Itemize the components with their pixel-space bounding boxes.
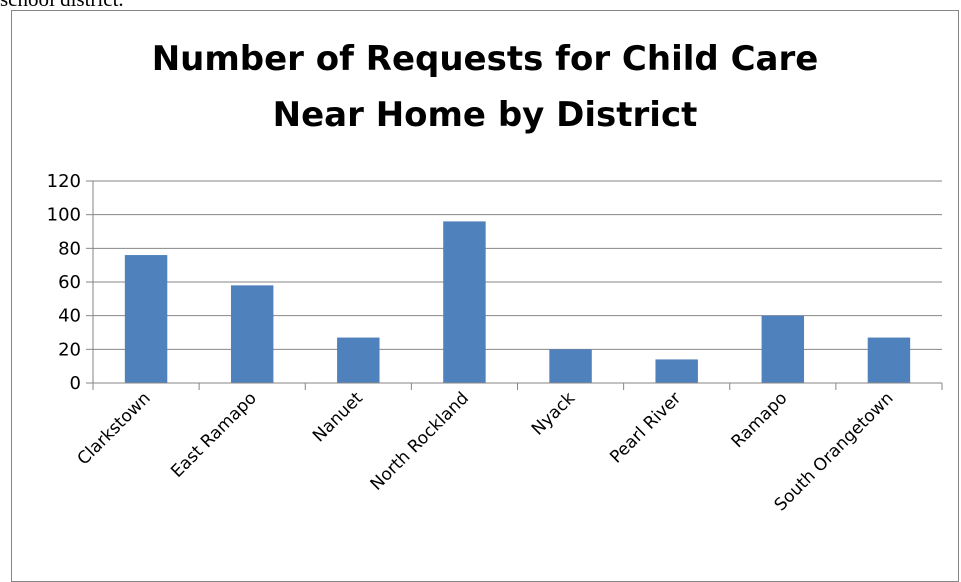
x-tick-label: North Rockland bbox=[367, 388, 473, 494]
x-tick-label: Nyack bbox=[528, 388, 579, 439]
y-tick-labels: 0 20 40 60 80 100 120 bbox=[47, 171, 81, 394]
bars bbox=[124, 221, 911, 383]
bar bbox=[337, 337, 380, 383]
bar bbox=[655, 359, 698, 383]
y-tick-label: 0 bbox=[70, 373, 81, 394]
y-tick-label: 100 bbox=[47, 205, 81, 226]
bar bbox=[549, 349, 592, 383]
bar bbox=[230, 285, 274, 383]
x-tick-label: Ramapo bbox=[728, 388, 792, 452]
x-tick-labels: Clarkstown East Ramapo Nanuet North Rocklan… bbox=[74, 388, 898, 515]
bar bbox=[124, 255, 168, 383]
chart-title: Number of Requests for Child Care Near H… bbox=[12, 31, 958, 143]
y-tick-label: 120 bbox=[47, 171, 81, 192]
y-tick-label: 20 bbox=[58, 339, 81, 360]
y-tick-label: 40 bbox=[58, 306, 81, 327]
x-tick-label: East Ramapo bbox=[167, 388, 260, 481]
x-tick-label: Clarkstown bbox=[74, 388, 155, 469]
x-tick-label: South Orangetown bbox=[771, 388, 898, 515]
bar bbox=[761, 315, 805, 383]
bar bbox=[443, 221, 486, 383]
y-tick-label: 80 bbox=[58, 238, 81, 259]
gridlines bbox=[86, 180, 943, 390]
chart-title-line-1: Number of Requests for Child Care bbox=[151, 39, 819, 79]
bar bbox=[867, 337, 911, 383]
page-caption: school district. bbox=[0, 0, 124, 12]
chart-title-line-2: Near Home by District bbox=[272, 95, 698, 135]
y-tick-label: 60 bbox=[58, 272, 81, 293]
x-tick-label: Nanuet bbox=[309, 388, 367, 446]
x-tick-label: Pearl River bbox=[606, 388, 685, 467]
axes bbox=[92, 181, 942, 384]
